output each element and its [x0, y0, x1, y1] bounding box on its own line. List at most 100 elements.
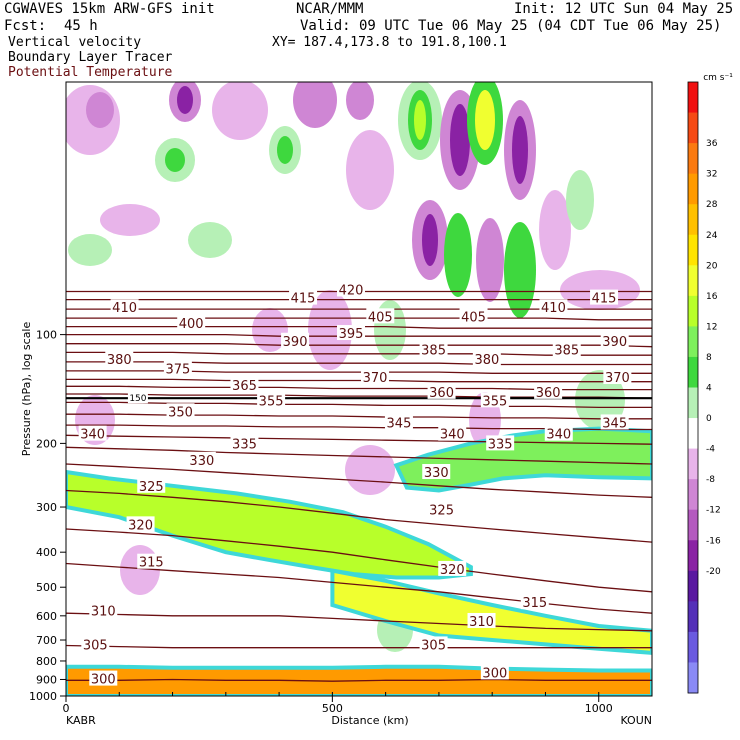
colorbar-swatch	[688, 479, 698, 511]
theta-label-390: 390	[602, 335, 627, 350]
theta-label-340: 340	[546, 428, 571, 443]
colorbar-swatch	[688, 662, 698, 694]
colorbar-tick-label: -8	[706, 475, 715, 485]
axes: 0 500 1000 100 200 300 400 500 600 700 800 900 1000	[29, 329, 653, 715]
isentrope-350	[66, 413, 652, 420]
theta-label-320: 320	[128, 518, 153, 533]
tropopause-label: 150	[129, 394, 146, 404]
boundary-layer-tracer	[66, 426, 652, 696]
theta-label-bg	[486, 435, 515, 451]
theta-label-335: 335	[488, 437, 513, 452]
theta-label-bg	[459, 308, 488, 324]
theta-label-bg	[422, 464, 451, 480]
isentrope-405	[66, 317, 652, 321]
theta-label-350: 350	[168, 405, 193, 420]
left-station-label: KABR	[66, 714, 96, 727]
colorbar-units: cm s⁻¹	[703, 73, 733, 83]
colorbar-swatch	[688, 570, 698, 602]
theta-label-bg	[230, 435, 259, 451]
y-tick-label: 200	[36, 437, 57, 450]
colorbar-swatch	[688, 173, 698, 205]
theta-label-bg	[438, 560, 467, 576]
colorbar-swatch	[688, 295, 698, 327]
theta-label-415: 415	[291, 292, 316, 307]
theta-label-bg	[78, 425, 107, 441]
colorbar-swatch	[688, 387, 698, 419]
theta-label-320: 320	[440, 563, 465, 578]
theta-label-340: 340	[440, 428, 465, 443]
isentrope-325	[66, 489, 652, 543]
colorbar-swatch	[688, 234, 698, 266]
colorbar-swatch	[688, 265, 698, 297]
colorbar-tick-label: 16	[706, 292, 718, 302]
theta-label-bg	[467, 612, 496, 628]
theta-label-bg	[480, 392, 509, 408]
theta-label-330: 330	[189, 454, 214, 469]
theta-label-380: 380	[474, 353, 499, 368]
y-axis-title: Pressure (hPa), log scale	[20, 322, 33, 457]
colorbar-swatch	[688, 540, 698, 572]
theta-label-bg	[438, 425, 467, 441]
colorbar-swatch	[688, 356, 698, 388]
right-station-label: KOUN	[620, 714, 652, 727]
colorbar-tick-label: 12	[706, 322, 717, 332]
theta-label-385: 385	[554, 344, 579, 359]
colorbar-swatch	[688, 631, 698, 663]
colorbar-swatch	[688, 204, 698, 236]
theta-label-bg	[137, 477, 166, 493]
theta-label-375: 375	[165, 362, 190, 377]
theta-label-405: 405	[461, 310, 486, 325]
cross-section-coords: XY= 187.4,173.8 to 191.8,100.1	[272, 35, 507, 50]
field-potential-temperature: Potential Temperature	[8, 65, 173, 80]
colorbar-tick-label: 4	[706, 384, 712, 394]
theta-label-bg	[534, 383, 563, 399]
theta-label-bg	[230, 377, 259, 393]
theta-label-420: 420	[339, 283, 364, 298]
colorbar-swatch	[688, 143, 698, 175]
init-time: Init: 12 UTC Sun 04 May 25	[514, 1, 734, 17]
isentrope-375	[66, 370, 652, 374]
valid-time: Valid: 09 UTC Tue 06 May 25 (04 CDT Tue …	[300, 18, 722, 34]
theta-label-bg	[89, 670, 118, 686]
colorbar: 36 32 28 24 20 16 12 8 4 0 -4 -8 -12 -16 -20	[687, 81, 721, 694]
theta-label-bg	[539, 299, 568, 315]
colorbar-swatch	[688, 112, 698, 144]
theta-label-310: 310	[91, 605, 116, 620]
plot-frame	[65, 81, 653, 697]
theta-label-bg	[600, 414, 629, 430]
isentrope-340	[66, 434, 652, 445]
theta-label-bg	[472, 351, 501, 367]
colorbar-tick-label: -4	[706, 445, 715, 455]
theta-label-315: 315	[139, 556, 164, 571]
isentrope-300	[66, 678, 652, 682]
theta-label-bg	[257, 392, 286, 408]
x-axis-title: Distance (km)	[331, 714, 408, 727]
theta-label-bg	[166, 403, 195, 419]
isentropes: 1501503003053103153203253303353403503553…	[66, 281, 652, 688]
colorbar-swatch	[688, 448, 698, 480]
tracer-region-mid-band	[330, 568, 652, 655]
theta-label-bg	[163, 360, 192, 376]
theta-label-bg	[419, 341, 448, 357]
theta-label-bg	[289, 289, 318, 305]
y-tick-label: 1000	[29, 690, 57, 703]
isentrope-310	[66, 612, 652, 632]
theta-label-bg	[89, 602, 118, 618]
field-boundary-layer-tracer: Boundary Layer Tracer	[8, 50, 173, 65]
theta-label-355: 355	[482, 394, 507, 409]
field-vertical-velocity: Vertical velocity	[8, 35, 142, 50]
colorbar-tick-label: 20	[706, 261, 718, 271]
theta-label-bg	[337, 325, 366, 341]
tracer-region-upper-right-plume	[393, 426, 652, 493]
forecast-label: Fcst:	[4, 18, 47, 34]
theta-label-415: 415	[592, 292, 617, 307]
y-tick-label: 400	[36, 546, 57, 559]
colorbar-tick-label: 28	[706, 200, 718, 210]
theta-label-315: 315	[522, 596, 547, 611]
y-tick-label: 800	[36, 655, 57, 668]
theta-label-bg	[603, 368, 632, 384]
colorbar-frame	[687, 81, 699, 694]
colorbar-tick-label: 36	[706, 139, 718, 149]
theta-label-bg	[600, 332, 629, 348]
